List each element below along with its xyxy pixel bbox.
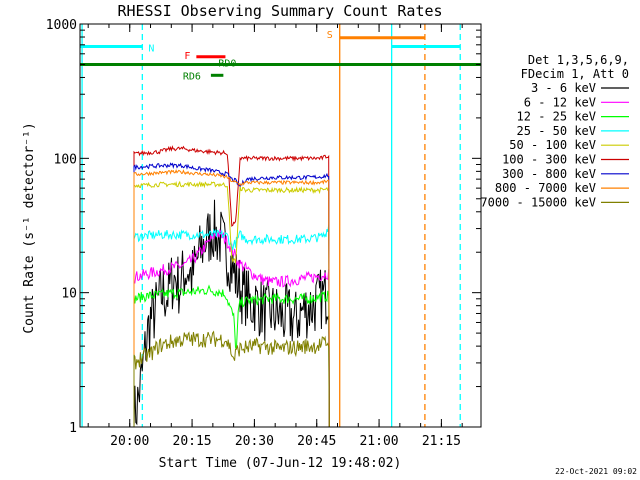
legend-label: 50 - 100 keV [509, 138, 596, 152]
legend-label: 7000 - 15000 keV [480, 195, 596, 209]
footer-timestamp: 22-Oct-2021 09:02 [555, 467, 637, 476]
legend-label: 300 - 800 keV [502, 167, 596, 181]
plot-background [80, 24, 481, 427]
series-line-7 [133, 162, 330, 428]
y-axis-label: Count Rate (s⁻¹ detector⁻¹) [22, 122, 37, 333]
plot-frame [79, 23, 482, 428]
y-tick-label: 100 [54, 152, 77, 167]
series-line-3 [133, 284, 330, 428]
plot-area [80, 24, 481, 427]
x-tick-label: 21:15 [422, 434, 461, 449]
series-line-5 [133, 180, 330, 428]
series-line-1 [133, 199, 330, 428]
flag-label-rd0: RD0 [218, 58, 236, 69]
flag-label-s: S [327, 30, 333, 41]
legend-header-line-1: Det 1,3,5,6,9, [528, 53, 629, 67]
x-tick-label: 20:30 [235, 434, 274, 449]
vertical-markers [81, 24, 461, 427]
x-tick-label: 20:45 [297, 434, 336, 449]
x-tick-label: 20:15 [173, 434, 212, 449]
x-tick-label: 20:00 [110, 434, 149, 449]
series-layer [133, 145, 330, 428]
flag-label-f: F [184, 51, 190, 62]
chart-title: RHESSI Observing Summary Count Rates [117, 2, 442, 20]
legend-header-line-2: FDecim 1, Att 0 [521, 67, 629, 81]
flag-label-n: N [148, 43, 154, 54]
legend-label: 25 - 50 keV [517, 124, 596, 138]
legend: Det 1,3,5,6,9, FDecim 1, Att 0 3 - 6 keV… [480, 53, 629, 209]
legend-label: 100 - 300 keV [502, 153, 596, 167]
x-tick-label: 21:00 [359, 434, 398, 449]
y-tick-label: 1 [69, 421, 77, 436]
legend-label: 3 - 6 keV [531, 81, 596, 95]
series-line-8 [133, 169, 330, 428]
series-line-6 [133, 145, 330, 428]
y-tick-label: 1000 [46, 18, 77, 33]
legend-label: 800 - 7000 keV [495, 181, 596, 195]
legend-label: 12 - 25 keV [517, 110, 596, 124]
y-tick-label: 10 [61, 287, 77, 302]
observing-flags: N S F RD0 RD6 [80, 30, 481, 82]
axes: 20:00 20:15 20:30 20:45 21:00 21:15 1 10 100 1000 [46, 18, 482, 449]
flag-label-rd6: RD6 [183, 71, 201, 82]
legend-label: 6 - 12 keV [524, 95, 596, 109]
x-axis-label: Start Time (07-Jun-12 19:48:02) [159, 456, 402, 471]
series-line-9 [133, 330, 330, 428]
